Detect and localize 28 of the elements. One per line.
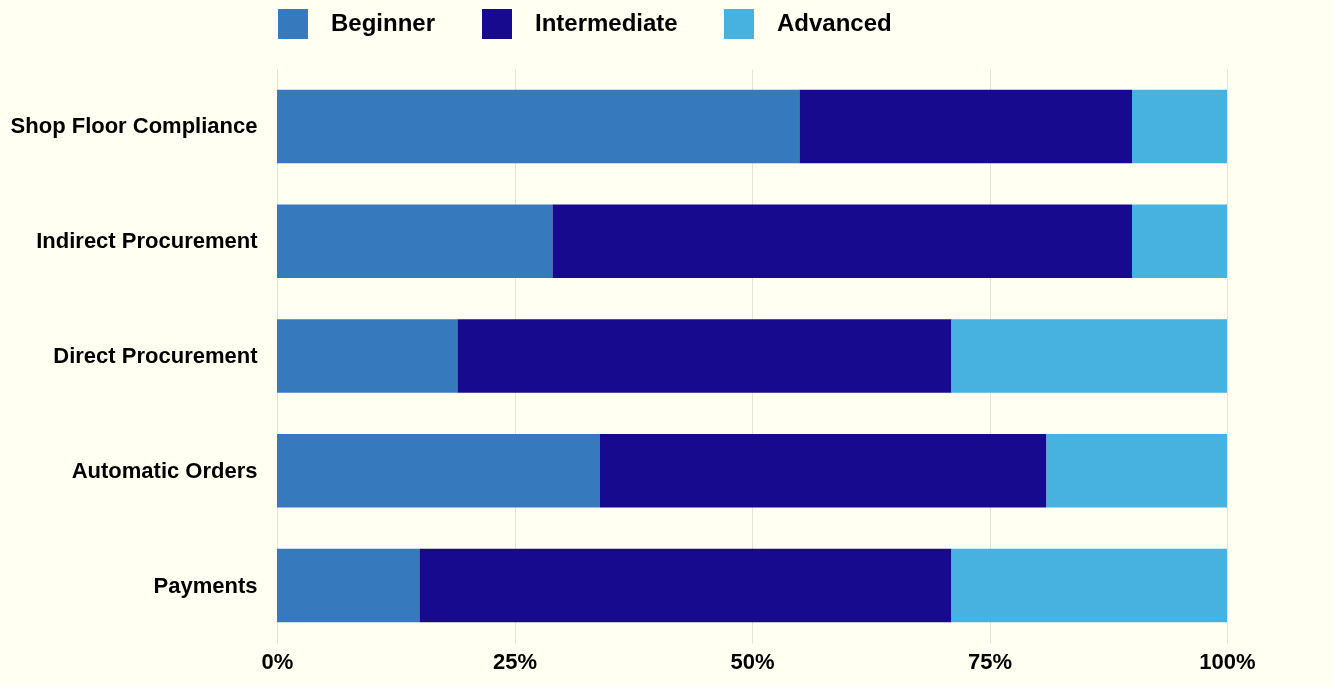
bar — [600, 434, 1047, 508]
y-tick-label: Automatic Orders — [71, 457, 258, 483]
legend-label: Beginner — [331, 9, 436, 36]
x-tick-label: 100% — [1199, 648, 1256, 674]
bar — [277, 548, 420, 623]
legend-label: Intermediate — [535, 9, 678, 36]
bar — [277, 319, 458, 393]
x-tick-label: 0% — [261, 648, 294, 674]
bar — [951, 548, 1227, 623]
bar — [457, 319, 952, 393]
bar — [552, 204, 1132, 278]
bar — [277, 434, 600, 508]
bar — [1132, 204, 1227, 278]
legend-label: Advanced — [777, 9, 892, 36]
bar — [1046, 434, 1227, 508]
y-tick-label: Direct Procurement — [53, 343, 259, 368]
y-tick-label: Shop Floor Compliance — [10, 113, 258, 139]
y-tick-label: Indirect Procurement — [36, 228, 259, 254]
x-tick-label: 75% — [967, 648, 1013, 674]
x-tick-label: 50% — [730, 648, 775, 674]
y-tick-label: Payments — [153, 572, 258, 598]
bar — [277, 89, 800, 164]
bar — [799, 89, 1132, 164]
bar — [277, 204, 553, 278]
bar — [951, 319, 1227, 393]
bar — [419, 548, 952, 623]
bar — [1132, 89, 1227, 164]
x-tick-label: 25% — [492, 648, 538, 674]
